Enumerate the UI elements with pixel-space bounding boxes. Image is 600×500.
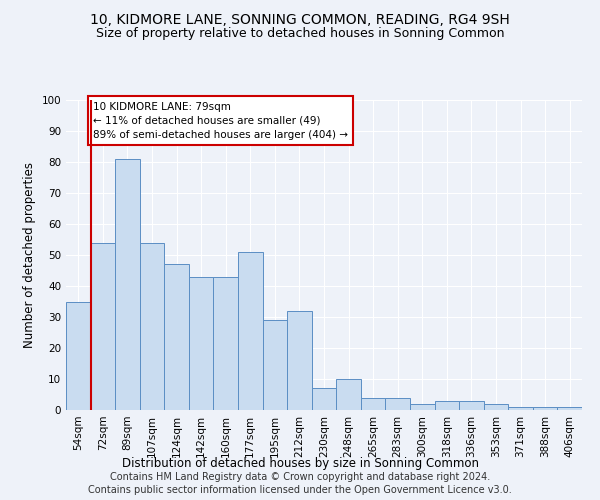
Text: 10, KIDMORE LANE, SONNING COMMON, READING, RG4 9SH: 10, KIDMORE LANE, SONNING COMMON, READIN… [90,12,510,26]
Bar [361,398,385,410]
Bar [336,379,361,410]
Text: Distribution of detached houses by size in Sonning Common: Distribution of detached houses by size … [121,458,479,470]
Bar [484,404,508,410]
Bar [164,264,189,410]
Bar [263,320,287,410]
Bar [287,311,312,410]
Text: Contains HM Land Registry data © Crown copyright and database right 2024.
Contai: Contains HM Land Registry data © Crown c… [88,472,512,495]
Bar [459,400,484,410]
Bar [508,407,533,410]
Bar [66,302,91,410]
Text: 10 KIDMORE LANE: 79sqm
← 11% of detached houses are smaller (49)
89% of semi-det: 10 KIDMORE LANE: 79sqm ← 11% of detached… [93,102,348,140]
Bar [91,242,115,410]
Text: Size of property relative to detached houses in Sonning Common: Size of property relative to detached ho… [96,28,504,40]
Y-axis label: Number of detached properties: Number of detached properties [23,162,36,348]
Bar [238,252,263,410]
Bar [434,400,459,410]
Bar [214,276,238,410]
Bar [140,242,164,410]
Bar [189,276,214,410]
Bar [557,407,582,410]
Bar [385,398,410,410]
Bar [312,388,336,410]
Bar [410,404,434,410]
Bar [533,407,557,410]
Bar [115,159,140,410]
